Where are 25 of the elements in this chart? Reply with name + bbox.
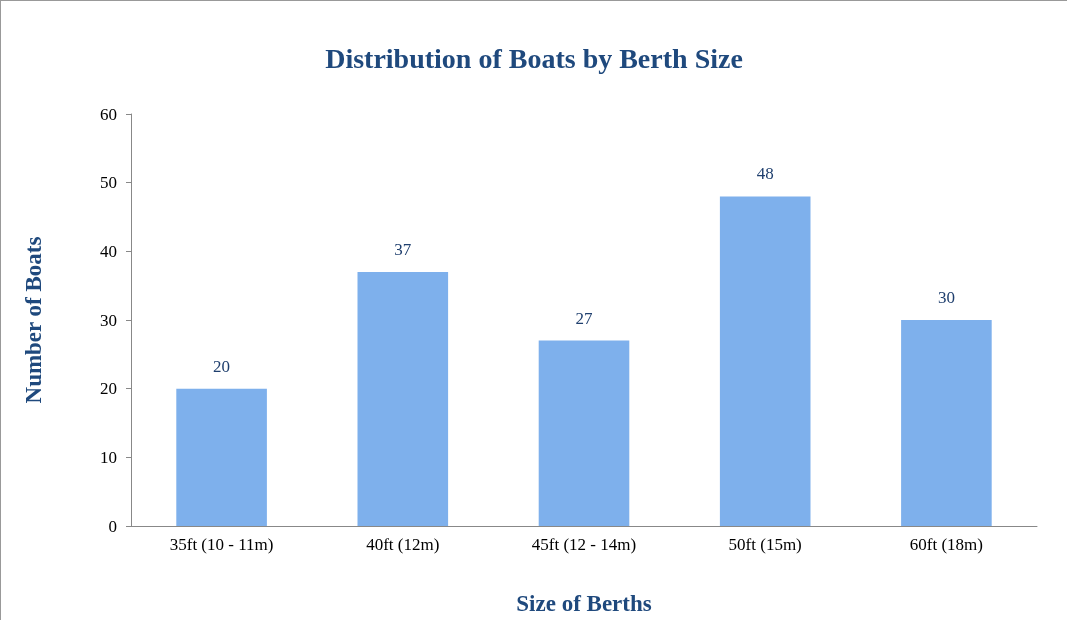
bar (176, 388, 267, 526)
y-tick-label: 60 (100, 104, 117, 124)
y-tick-label: 40 (100, 241, 117, 261)
y-tick-label: 30 (100, 310, 117, 330)
bar (901, 320, 992, 526)
y-axis-title: Number of Boats (21, 236, 46, 404)
x-tick-label: 50ft (15m) (728, 534, 802, 554)
x-tick-label: 35ft (10 - 11m) (169, 534, 274, 554)
data-label: 20 (213, 356, 231, 376)
x-tick-label: 60ft (18m) (909, 534, 983, 554)
y-tick-label: 50 (100, 173, 117, 193)
x-axis-title: Size of Berths (516, 591, 652, 616)
chart-title: Distribution of Boats by Berth Size (325, 42, 743, 74)
bar (538, 340, 630, 526)
data-label: 27 (575, 308, 593, 328)
data-label: 48 (756, 164, 774, 184)
data-label: 30 (937, 288, 955, 307)
x-tick-label: 45ft (12 - 14m) (531, 534, 637, 554)
y-tick-label: 0 (108, 516, 117, 536)
y-tick-label: 20 (100, 379, 117, 399)
y-tick-label: 10 (100, 447, 117, 467)
data-label: 37 (394, 239, 412, 259)
bar (357, 271, 449, 526)
bar (719, 196, 811, 526)
x-tick-label: 40ft (12m) (366, 534, 440, 554)
